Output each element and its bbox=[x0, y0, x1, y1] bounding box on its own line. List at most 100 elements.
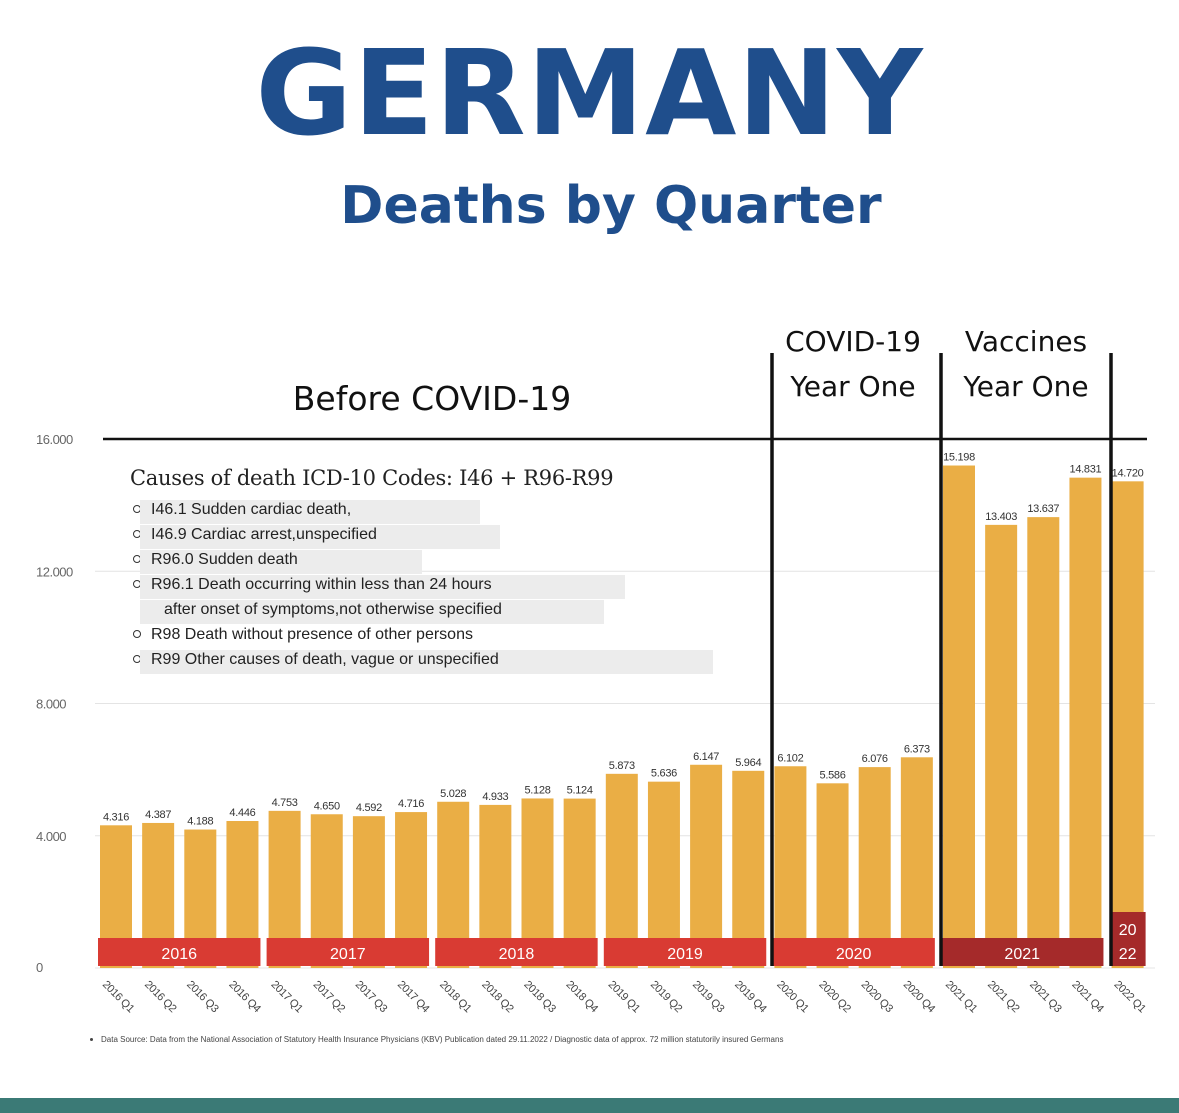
x-tick-label: 2019 Q4 bbox=[732, 979, 769, 1016]
year-band bbox=[603, 938, 767, 966]
year-band bbox=[266, 938, 430, 966]
value-label: 4.188 bbox=[187, 816, 213, 828]
x-tick-label: 2016 Q2 bbox=[142, 979, 179, 1016]
year-band bbox=[1109, 912, 1146, 938]
bar bbox=[943, 465, 975, 968]
x-tick-label: 2018 Q1 bbox=[437, 979, 474, 1016]
value-label: 4.316 bbox=[103, 811, 129, 823]
bar bbox=[858, 767, 891, 968]
value-label: 5.586 bbox=[820, 769, 846, 781]
year-band bbox=[772, 938, 935, 966]
legend-item: I46.1 Sudden cardiac death, bbox=[120, 500, 720, 525]
bar bbox=[732, 770, 765, 968]
x-tick-label: 2018 Q4 bbox=[564, 979, 601, 1016]
value-label: 15.198 bbox=[943, 452, 975, 464]
bar bbox=[816, 783, 849, 968]
x-tick-label: 2020 Q4 bbox=[901, 979, 938, 1016]
x-tick-label: 2019 Q2 bbox=[648, 979, 685, 1016]
value-label: 5.964 bbox=[735, 757, 761, 769]
page-subtitle: Deaths by Quarter bbox=[340, 176, 882, 236]
value-label: 14.720 bbox=[1112, 467, 1144, 479]
x-tick-label: 2019 Q3 bbox=[690, 979, 727, 1016]
value-label: 13.403 bbox=[985, 511, 1017, 523]
x-tick-label: 2021 Q2 bbox=[985, 979, 1022, 1016]
year-band-label: 2018 bbox=[499, 946, 535, 963]
bar bbox=[605, 773, 638, 968]
value-label: 4.387 bbox=[145, 809, 171, 821]
legend-item-continued: after onset of symptoms,not otherwise sp… bbox=[120, 600, 720, 625]
bar bbox=[900, 757, 933, 968]
x-tick-label: 2020 Q3 bbox=[859, 979, 896, 1016]
year-band-label: 2017 bbox=[330, 946, 366, 963]
x-tick-label: 2020 Q1 bbox=[774, 979, 811, 1016]
x-tick-label: 2021 Q3 bbox=[1027, 979, 1064, 1016]
value-label: 5.873 bbox=[609, 760, 635, 772]
x-tick-label: 2017 Q2 bbox=[311, 979, 348, 1016]
x-tick-label: 2020 Q2 bbox=[816, 979, 853, 1016]
bar bbox=[647, 781, 680, 968]
y-tick-label: 16.000 bbox=[36, 432, 73, 447]
y-tick-label: 4.000 bbox=[36, 829, 66, 844]
legend-item: R96.1 Death occurring within less than 2… bbox=[120, 575, 720, 600]
value-label: 5.128 bbox=[524, 784, 550, 796]
y-tick-label: 8.000 bbox=[36, 697, 66, 712]
annotation-vaccines: Year One bbox=[962, 370, 1088, 403]
value-label: 5.028 bbox=[440, 788, 466, 800]
value-label: 4.592 bbox=[356, 802, 382, 814]
legend-title: Causes of death ICD-10 Codes: I46 + R96-… bbox=[130, 466, 614, 490]
value-label: 4.650 bbox=[314, 800, 340, 812]
year-band bbox=[435, 938, 598, 966]
bullet-icon bbox=[133, 630, 141, 638]
year-band-label: 2020 bbox=[836, 946, 872, 963]
bar bbox=[690, 764, 723, 968]
year-band-label: 2019 bbox=[667, 946, 703, 963]
value-label: 6.147 bbox=[693, 751, 719, 763]
year-band-label: 22 bbox=[1119, 946, 1137, 963]
y-tick-label: 0 bbox=[36, 960, 43, 975]
value-label: 4.753 bbox=[272, 797, 298, 809]
x-tick-label: 2021 Q1 bbox=[943, 979, 980, 1016]
bar bbox=[1111, 481, 1144, 968]
value-label: 5.636 bbox=[651, 768, 677, 780]
year-band-label: 20 bbox=[1119, 922, 1137, 939]
value-label: 4.446 bbox=[229, 807, 255, 819]
year-band-label: 2021 bbox=[1004, 946, 1040, 963]
x-tick-label: 2016 Q4 bbox=[226, 979, 263, 1016]
value-label: 4.933 bbox=[482, 791, 508, 803]
data-source-note: Data Source: Data from the National Asso… bbox=[90, 1035, 783, 1044]
annotation-covid: Year One bbox=[789, 370, 915, 403]
legend-item: R98 Death without presence of other pers… bbox=[120, 625, 720, 650]
annotation-covid: COVID-19 bbox=[785, 325, 921, 358]
value-label: 6.076 bbox=[862, 753, 888, 765]
x-tick-label: 2018 Q3 bbox=[521, 979, 558, 1016]
bar bbox=[1027, 517, 1060, 968]
x-tick-label: 2017 Q3 bbox=[353, 979, 390, 1016]
x-tick-label: 2016 Q1 bbox=[100, 979, 137, 1016]
legend-item: R96.0 Sudden death bbox=[120, 550, 720, 575]
value-label: 4.716 bbox=[398, 798, 424, 810]
bar bbox=[985, 524, 1018, 968]
value-label: 14.831 bbox=[1070, 464, 1102, 476]
x-tick-label: 2017 Q1 bbox=[268, 979, 305, 1016]
value-label: 5.124 bbox=[567, 785, 593, 797]
bottom-bar bbox=[0, 1098, 1179, 1113]
year-band bbox=[1109, 938, 1146, 966]
x-tick-label: 2016 Q3 bbox=[184, 979, 221, 1016]
x-tick-label: 2017 Q4 bbox=[395, 979, 432, 1016]
annotation-vaccines: Vaccines bbox=[965, 325, 1087, 358]
legend-item: I46.9 Cardiac arrest,unspecified bbox=[120, 525, 720, 550]
year-band bbox=[98, 938, 261, 966]
x-tick-label: 2022 Q1 bbox=[1111, 979, 1148, 1016]
bar bbox=[1069, 477, 1102, 968]
x-tick-label: 2021 Q4 bbox=[1069, 979, 1106, 1016]
year-band bbox=[941, 938, 1104, 966]
bullet-icon bbox=[90, 1038, 93, 1042]
value-label: 13.637 bbox=[1027, 503, 1059, 515]
value-label: 6.373 bbox=[904, 743, 930, 755]
y-tick-label: 12.000 bbox=[36, 564, 73, 579]
bar bbox=[774, 766, 807, 968]
legend-item: R99 Other causes of death, vague or unsp… bbox=[120, 650, 720, 675]
x-tick-label: 2018 Q2 bbox=[479, 979, 516, 1016]
page-title: GERMANY bbox=[255, 24, 924, 162]
icd-legend: Causes of death ICD-10 Codes: I46 + R96-… bbox=[120, 466, 720, 675]
